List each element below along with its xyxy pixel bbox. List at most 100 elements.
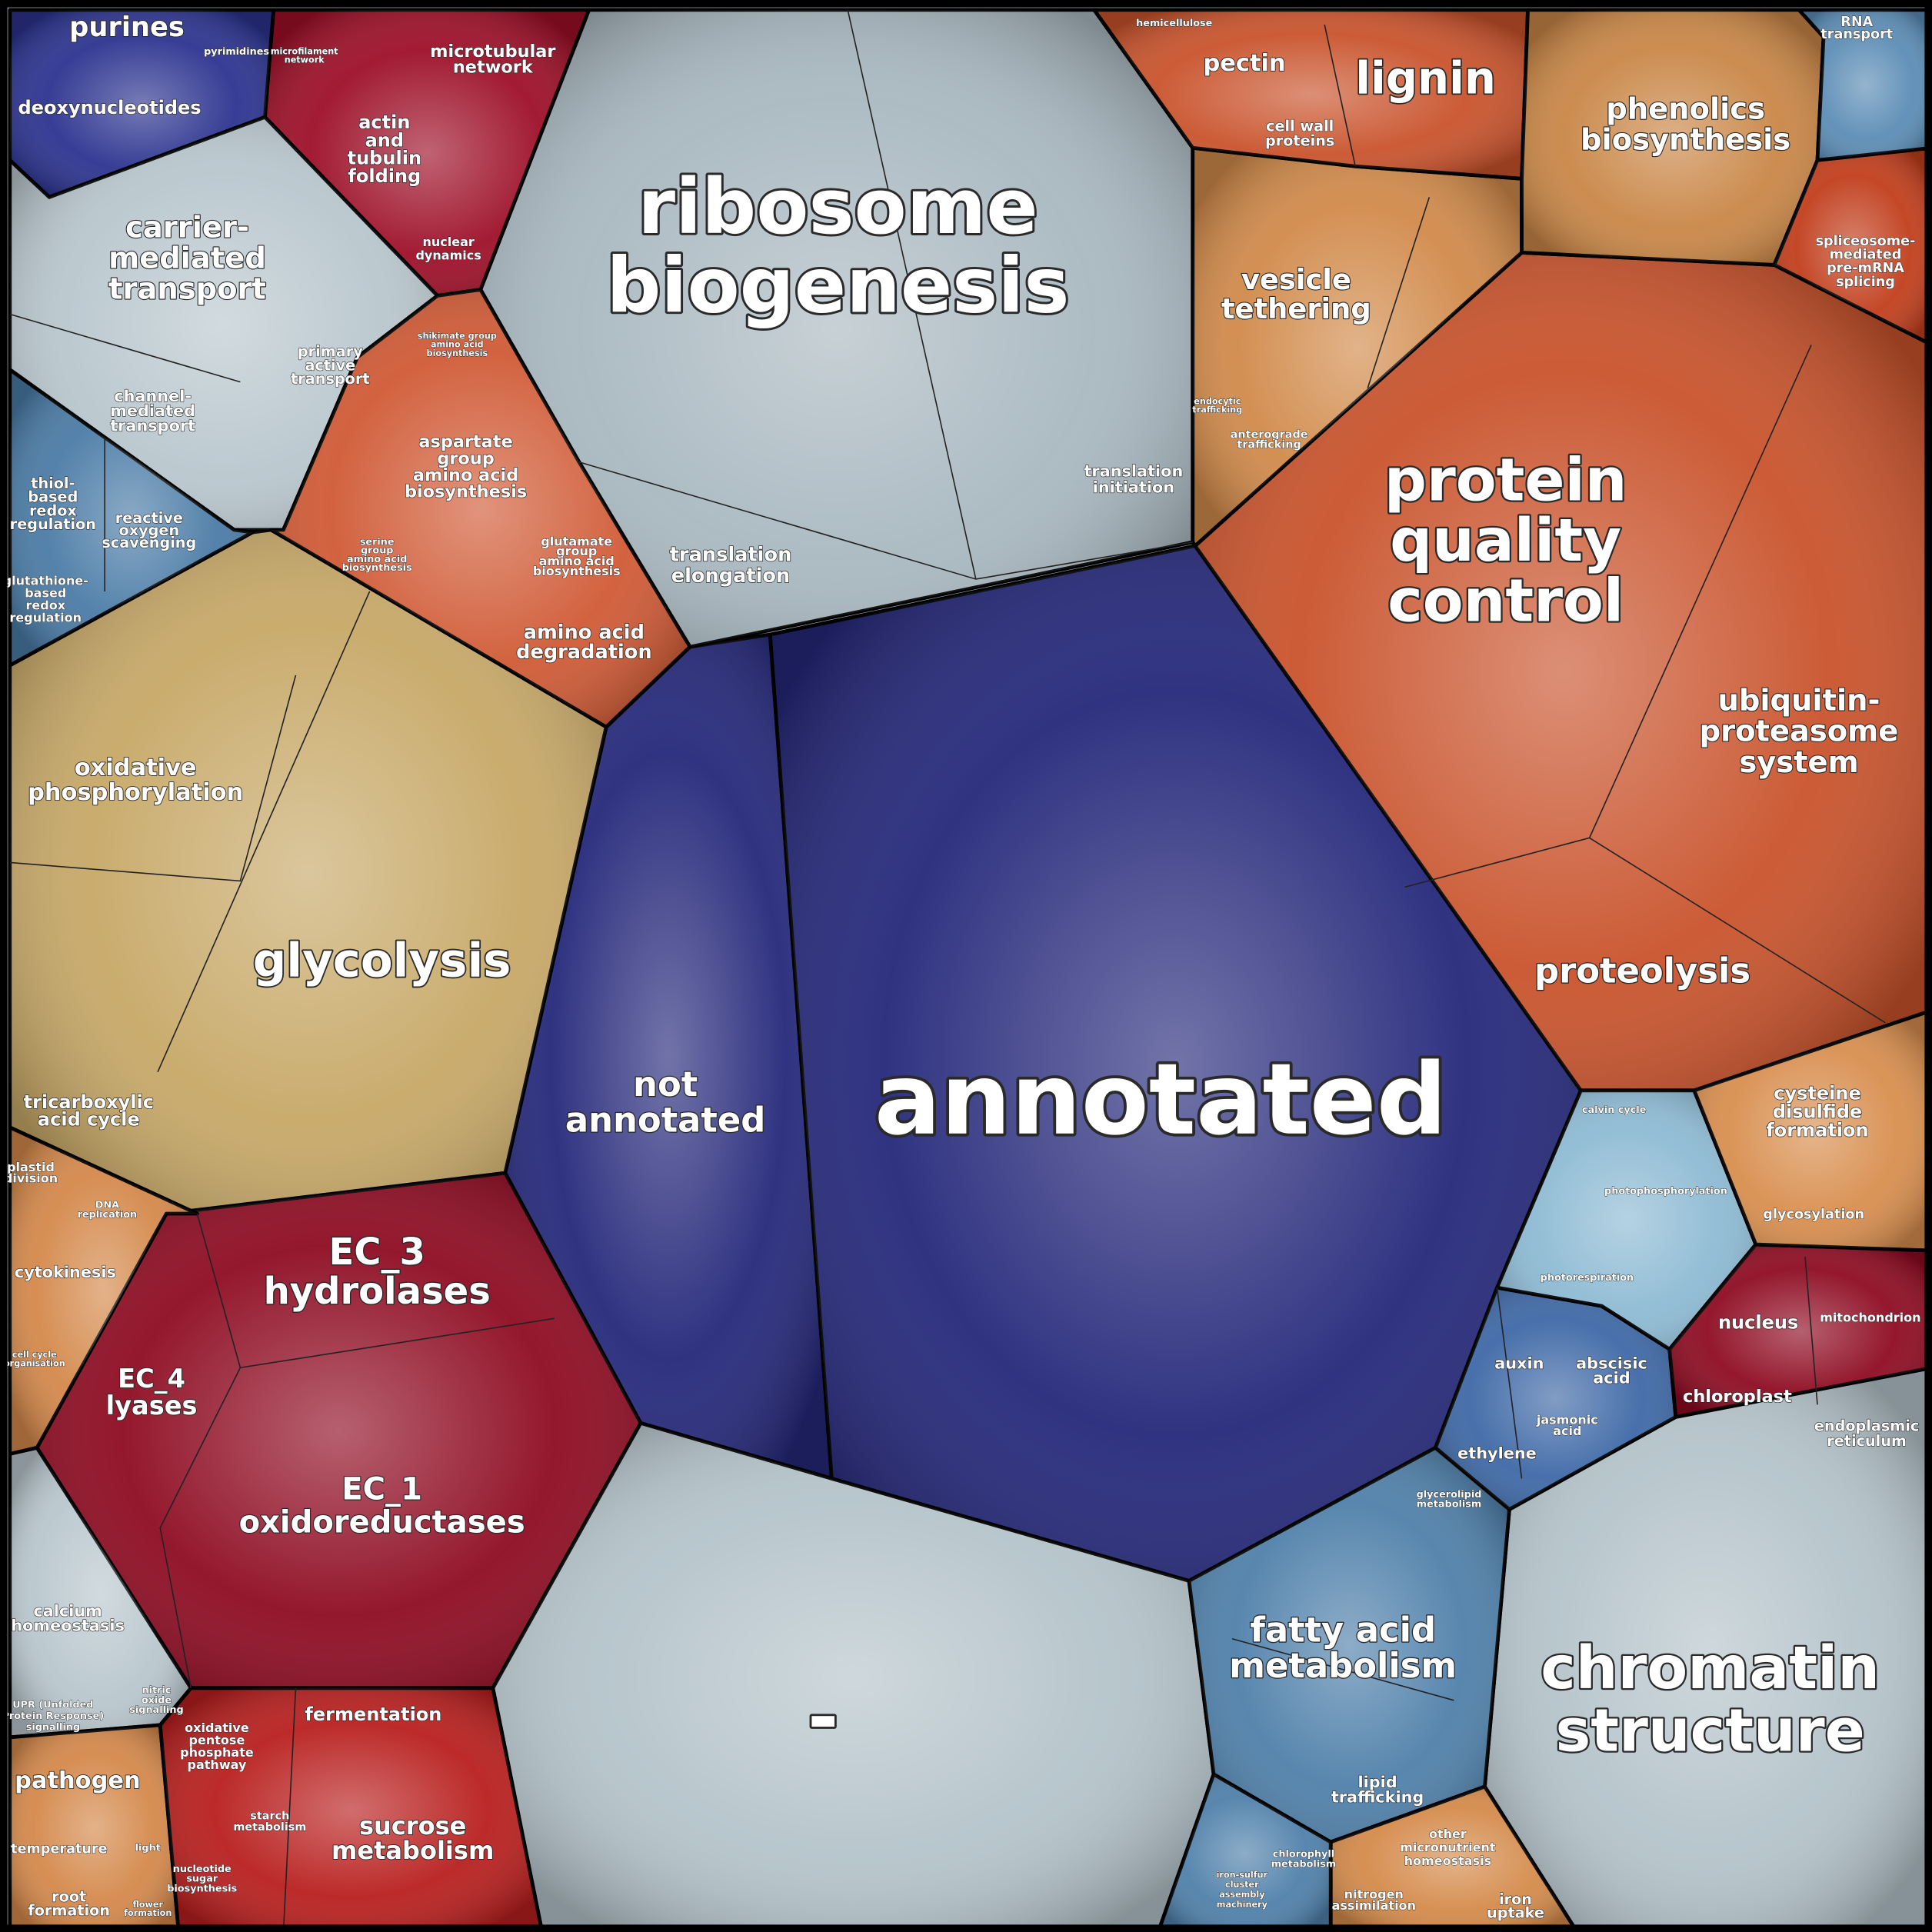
cell-label: fatty acid [1250,1610,1436,1651]
cell-label: degradation [516,641,652,664]
cell-label: EC_4 [118,1364,185,1394]
cell-shade [9,1724,179,1932]
cell-label: lyases [106,1391,198,1421]
cell-label: anterograde [1231,429,1308,441]
cell-label: metabolism [1417,1499,1481,1511]
cell-label: channel- [114,387,192,405]
cell-label: abscisic [1576,1354,1647,1372]
cell-label: transport [291,370,369,388]
cell-shade [1774,148,1932,345]
cell-label: regulation [10,611,82,625]
cell-label: uptake [1487,1904,1544,1921]
cell-label: cluster [1225,1880,1259,1890]
cell-label: thiol- [31,475,75,492]
cell-label: cell wall [1266,118,1334,135]
cell-label: chlorophyll [1273,1849,1334,1860]
cell-label: control [1387,568,1624,636]
cell-label: lignin [1355,52,1496,104]
cell-label: EC_1 [341,1471,422,1507]
cell-label: phosphate [180,1745,254,1760]
cell-shade [1435,1287,1676,1510]
cell-label: hydrolases [264,1270,491,1313]
cell-label: jasmonic [1536,1413,1598,1427]
cell-label: group [437,448,494,468]
cell-label: carrier- [125,210,249,245]
inner-borders [9,9,1886,1932]
cell-label: root [52,1888,86,1906]
cells [8,8,1932,1932]
cell-label: spliceosome- [1816,234,1916,249]
cell-shade [271,289,691,728]
cell-label: chloroplast [1683,1387,1792,1407]
cell-label: hemicellulose [1136,18,1212,29]
cell-label: purines [69,12,185,43]
cell-label: other [1429,1827,1467,1841]
cell-label: flower [133,1900,164,1910]
cell-label: proteasome [1700,715,1899,749]
cell-shade [160,1687,542,1932]
cell-label: glycerolipid [1417,1489,1482,1501]
cell-label: sugar [186,1874,218,1885]
cell-label: assembly [1219,1890,1265,1900]
cell-label: metabolism [1271,1858,1336,1870]
cell-label: biosynthesis [533,564,621,578]
cell-shade [1798,9,1932,161]
cell-label: endoplasmic [1814,1417,1919,1435]
cell-label: photorespiration [1541,1272,1634,1284]
cell-label: nitric [142,1685,172,1697]
cell-label: chromatin [1541,1634,1880,1703]
cell-label: DNA [95,1199,119,1211]
cell-label: dynamics [415,248,481,263]
cell-label: glutathione- [3,574,88,588]
cell-label: glycolysis [253,933,511,988]
cell-shade [505,635,832,1479]
cell-label: organisation [4,1358,65,1368]
cell-label: redox [25,598,65,613]
cell-label: aspartate [418,432,512,452]
cell-label: network [285,55,325,65]
cell-label: amino acid [347,554,407,565]
cell-label: amino acid [539,554,615,568]
cell-shade [9,369,253,666]
cell-shade [1669,1244,1932,1417]
cell-label: cytokinesis [15,1263,116,1281]
cell-label: structure [1556,1697,1865,1766]
cell-shade [1521,9,1824,265]
cell-label: proteolysis [1534,951,1750,991]
cell-label: acid [1593,1369,1630,1387]
cell-shade [1194,252,1932,1091]
cell-label: metabolism [233,1821,306,1834]
cell-label: assimilation [1332,1898,1416,1913]
cell-label: splicing [1836,275,1895,290]
cell-label: reticulum [1827,1432,1907,1450]
cell-label: photophosphorylation [1604,1186,1727,1198]
cell-label: system [1739,745,1858,780]
cell-label: oxide [142,1694,172,1706]
cell-label: translation [670,544,792,567]
cell-label: microfilament [271,46,338,56]
cell-label: machinery [1217,1900,1268,1910]
cell-label: biogenesis [606,242,1069,330]
cell-label: UPR (Unfolded [12,1700,93,1711]
cell-label: based [25,586,66,601]
cell-label: initiation [1093,478,1174,496]
cell-shade [1192,148,1522,546]
cell-label: calcium [33,1601,102,1620]
cell-label: active [305,356,355,374]
cell-label: scavenging [102,534,196,551]
cell-label: translation [1084,462,1183,481]
cell-label: cysteine [1774,1083,1861,1104]
cell-label: biosynthesis [1581,123,1790,158]
cell-shade [9,1447,192,1737]
cell-shade [492,1423,1214,1932]
cell-label: starch [250,1810,289,1822]
cell-label: vesicle [1241,263,1351,296]
cell-label: transport [110,416,195,435]
cell-label: plastid [7,1160,55,1174]
cell-label: calvin cycle [1582,1104,1647,1116]
cell-label: iron-sulfur [1217,1870,1268,1880]
